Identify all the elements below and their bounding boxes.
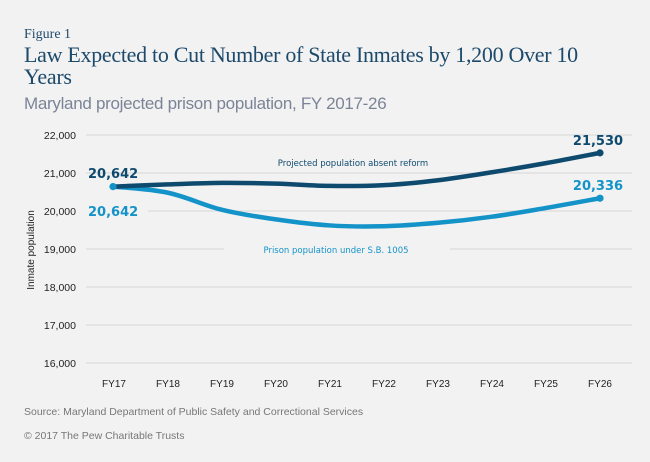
- x-tick-label: FY21: [318, 379, 342, 390]
- y-tick-label: 17,000: [44, 320, 76, 332]
- x-tick-label: FY25: [534, 379, 558, 390]
- end-point-marker: [596, 194, 604, 202]
- x-tick-label: FY23: [426, 379, 450, 390]
- y-axis-label: Inmate population: [26, 210, 37, 290]
- x-tick-label: FY19: [210, 379, 234, 390]
- start-point-marker: [109, 183, 117, 191]
- source-note: Source: Maryland Department of Public Sa…: [24, 406, 364, 418]
- y-axis-ticks: 16,000 17,000 18,000 19,000 20,000 21,000 22,0…: [44, 130, 76, 370]
- series-line: [111, 184, 603, 229]
- y-tick-label: 16,000: [44, 358, 76, 370]
- y-tick-label: 18,000: [44, 282, 76, 294]
- chart-title: Law Expected to Cut Number of State Inma…: [24, 42, 578, 89]
- y-tick-label: 19,000: [44, 244, 76, 256]
- start-value-label-sb1005: 20,642: [88, 205, 138, 220]
- x-tick-label: FY20: [264, 379, 288, 390]
- x-tick-label: FY26: [588, 379, 612, 390]
- start-value-label-absent-reform: 20,642: [88, 167, 138, 182]
- series-label-absent-reform-bg: [245, 156, 465, 170]
- start-value-label-sb1005-bg: [86, 202, 148, 220]
- copyright-note: © 2017 The Pew Charitable Trusts: [24, 430, 185, 442]
- y-tick-label: 20,000: [44, 206, 76, 218]
- annotations: 20,642 20,642 21,530 20,336 Projected popula…: [86, 134, 623, 256]
- end-point-marker: [596, 149, 604, 157]
- x-tick-label: FY18: [156, 379, 180, 390]
- x-tick-label: FY17: [102, 379, 126, 390]
- chart-subtitle: Maryland projected prison population, FY…: [24, 94, 387, 113]
- x-axis-ticks: FY17 FY18 FY19 FY20 FY21 FY22 FY23 FY24 FY25 FY26: [102, 379, 612, 390]
- y-tick-label: 21,000: [44, 168, 76, 180]
- series-lines: [109, 149, 604, 229]
- figure-label: Figure 1: [24, 27, 72, 42]
- y-tick-label: 22,000: [44, 130, 76, 142]
- end-value-label-sb1005: 20,336: [573, 179, 623, 194]
- x-tick-label: FY24: [480, 379, 504, 390]
- series-line: [111, 150, 603, 189]
- series-label-sb1005: Prison population under S.B. 1005: [263, 246, 408, 256]
- series-label-absent-reform: Projected population absent reform: [278, 159, 428, 169]
- x-tick-label: FY22: [372, 379, 396, 390]
- series-label-sb1005-bg: [224, 242, 450, 256]
- end-value-label-absent-reform: 21,530: [573, 134, 623, 149]
